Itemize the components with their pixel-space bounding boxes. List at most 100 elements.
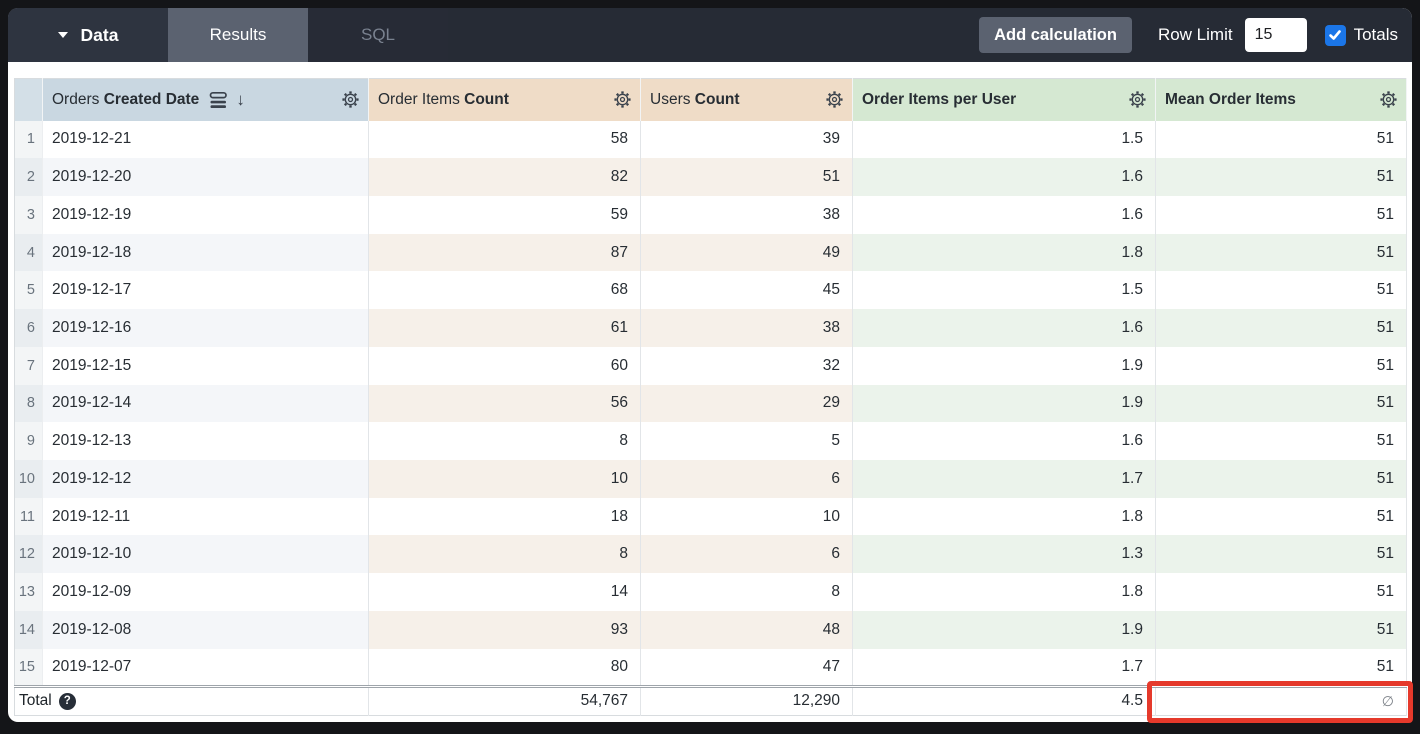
row-number-cell[interactable]: 15 (14, 648, 43, 687)
users-count-cell[interactable]: 5 (640, 422, 853, 460)
row-number-cell[interactable]: 7 (14, 346, 43, 385)
gear-icon[interactable] (613, 90, 632, 109)
users-count-cell[interactable]: 29 (640, 384, 853, 423)
mean-order-items-cell[interactable]: 51 (1155, 158, 1407, 196)
users-count-cell[interactable]: 48 (640, 610, 853, 649)
mean-order-items-cell[interactable]: 51 (1155, 195, 1407, 234)
order-items-per-user-cell[interactable]: 1.5 (852, 271, 1156, 310)
column-header-orders-created-date[interactable]: Orders Created Date ↓ (42, 78, 369, 121)
order-items-count-cell[interactable]: 58 (368, 120, 641, 159)
users-count-cell[interactable]: 49 (640, 233, 853, 272)
order-items-count-cell[interactable]: 80 (368, 648, 641, 687)
row-number-cell[interactable]: 9 (14, 422, 43, 460)
row-number-cell[interactable]: 13 (14, 573, 43, 611)
gear-icon[interactable] (1379, 90, 1398, 109)
order-items-per-user-cell[interactable]: 1.9 (852, 346, 1156, 385)
sort-descending-icon[interactable]: ↓ (236, 89, 245, 109)
row-number-cell[interactable]: 6 (14, 309, 43, 347)
date-cell[interactable]: 2019-12-13 (42, 422, 369, 460)
order-items-per-user-cell[interactable]: 1.6 (852, 158, 1156, 196)
order-items-per-user-cell[interactable]: 1.9 (852, 384, 1156, 423)
gear-icon[interactable] (1128, 90, 1147, 109)
help-icon[interactable]: ? (58, 692, 76, 710)
users-count-cell[interactable]: 6 (640, 459, 853, 498)
mean-order-items-cell[interactable]: 51 (1155, 422, 1407, 460)
date-cell[interactable]: 2019-12-15 (42, 346, 369, 385)
mean-order-items-cell[interactable]: 51 (1155, 346, 1407, 385)
totals-checkbox[interactable] (1324, 24, 1346, 46)
row-number-cell[interactable]: 8 (14, 384, 43, 423)
order-items-count-cell[interactable]: 87 (368, 233, 641, 272)
mean-order-items-cell[interactable]: 51 (1155, 648, 1407, 687)
mean-order-items-cell[interactable]: 51 (1155, 459, 1407, 498)
date-cell[interactable]: 2019-12-08 (42, 610, 369, 649)
mean-order-items-cell[interactable]: 51 (1155, 384, 1407, 423)
tab-data[interactable]: Data (8, 8, 168, 62)
order-items-per-user-cell[interactable]: 1.7 (852, 648, 1156, 687)
row-number-cell[interactable]: 10 (14, 459, 43, 498)
row-number-cell[interactable]: 5 (14, 271, 43, 310)
gear-icon[interactable] (825, 90, 844, 109)
tab-sql[interactable]: SQL (308, 8, 448, 62)
order-items-per-user-cell[interactable]: 1.6 (852, 309, 1156, 347)
order-items-per-user-cell[interactable]: 1.7 (852, 459, 1156, 498)
mean-order-items-cell[interactable]: 51 (1155, 309, 1407, 347)
order-items-per-user-cell[interactable]: 1.9 (852, 610, 1156, 649)
order-items-count-cell[interactable]: 18 (368, 497, 641, 536)
users-count-cell[interactable]: 32 (640, 346, 853, 385)
order-items-count-cell[interactable]: 8 (368, 535, 641, 574)
date-cell[interactable]: 2019-12-09 (42, 573, 369, 611)
order-items-count-cell[interactable]: 14 (368, 573, 641, 611)
order-items-per-user-cell[interactable]: 1.3 (852, 535, 1156, 574)
order-items-per-user-cell[interactable]: 1.6 (852, 195, 1156, 234)
gear-icon[interactable] (341, 90, 360, 109)
date-cell[interactable]: 2019-12-21 (42, 120, 369, 159)
users-count-cell[interactable]: 8 (640, 573, 853, 611)
users-count-cell[interactable]: 38 (640, 195, 853, 234)
order-items-count-cell[interactable]: 82 (368, 158, 641, 196)
date-cell[interactable]: 2019-12-17 (42, 271, 369, 310)
row-number-cell[interactable]: 4 (14, 233, 43, 272)
date-cell[interactable]: 2019-12-16 (42, 309, 369, 347)
mean-order-items-cell[interactable]: 51 (1155, 120, 1407, 159)
mean-order-items-cell[interactable]: 51 (1155, 535, 1407, 574)
order-items-count-cell[interactable]: 56 (368, 384, 641, 423)
order-items-per-user-cell[interactable]: 1.8 (852, 573, 1156, 611)
fill-fields-icon[interactable] (209, 91, 229, 109)
order-items-count-cell[interactable]: 60 (368, 346, 641, 385)
column-header-order-items-per-user[interactable]: Order Items per User (852, 78, 1156, 121)
order-items-count-cell[interactable]: 10 (368, 459, 641, 498)
order-items-count-cell[interactable]: 61 (368, 309, 641, 347)
row-number-cell[interactable]: 11 (14, 497, 43, 536)
date-cell[interactable]: 2019-12-12 (42, 459, 369, 498)
row-number-cell[interactable]: 12 (14, 535, 43, 574)
users-count-cell[interactable]: 38 (640, 309, 853, 347)
date-cell[interactable]: 2019-12-18 (42, 233, 369, 272)
order-items-per-user-cell[interactable]: 1.8 (852, 233, 1156, 272)
order-items-count-cell[interactable]: 68 (368, 271, 641, 310)
row-number-cell[interactable]: 3 (14, 195, 43, 234)
date-cell[interactable]: 2019-12-11 (42, 497, 369, 536)
users-count-cell[interactable]: 10 (640, 497, 853, 536)
mean-order-items-cell[interactable]: 51 (1155, 233, 1407, 272)
order-items-count-cell[interactable]: 93 (368, 610, 641, 649)
mean-order-items-cell[interactable]: 51 (1155, 573, 1407, 611)
row-number-cell[interactable]: 1 (14, 120, 43, 159)
mean-order-items-cell[interactable]: 51 (1155, 271, 1407, 310)
date-cell[interactable]: 2019-12-20 (42, 158, 369, 196)
tab-results[interactable]: Results (168, 8, 308, 62)
order-items-per-user-cell[interactable]: 1.8 (852, 497, 1156, 536)
order-items-count-cell[interactable]: 8 (368, 422, 641, 460)
row-number-cell[interactable]: 14 (14, 610, 43, 649)
date-cell[interactable]: 2019-12-10 (42, 535, 369, 574)
column-header-users-count[interactable]: Users Count (640, 78, 853, 121)
date-cell[interactable]: 2019-12-14 (42, 384, 369, 423)
users-count-cell[interactable]: 39 (640, 120, 853, 159)
mean-order-items-cell[interactable]: 51 (1155, 610, 1407, 649)
order-items-count-cell[interactable]: 59 (368, 195, 641, 234)
users-count-cell[interactable]: 47 (640, 648, 853, 687)
column-header-order-items-count[interactable]: Order Items Count (368, 78, 641, 121)
order-items-per-user-cell[interactable]: 1.6 (852, 422, 1156, 460)
order-items-per-user-cell[interactable]: 1.5 (852, 120, 1156, 159)
row-number-cell[interactable]: 2 (14, 158, 43, 196)
